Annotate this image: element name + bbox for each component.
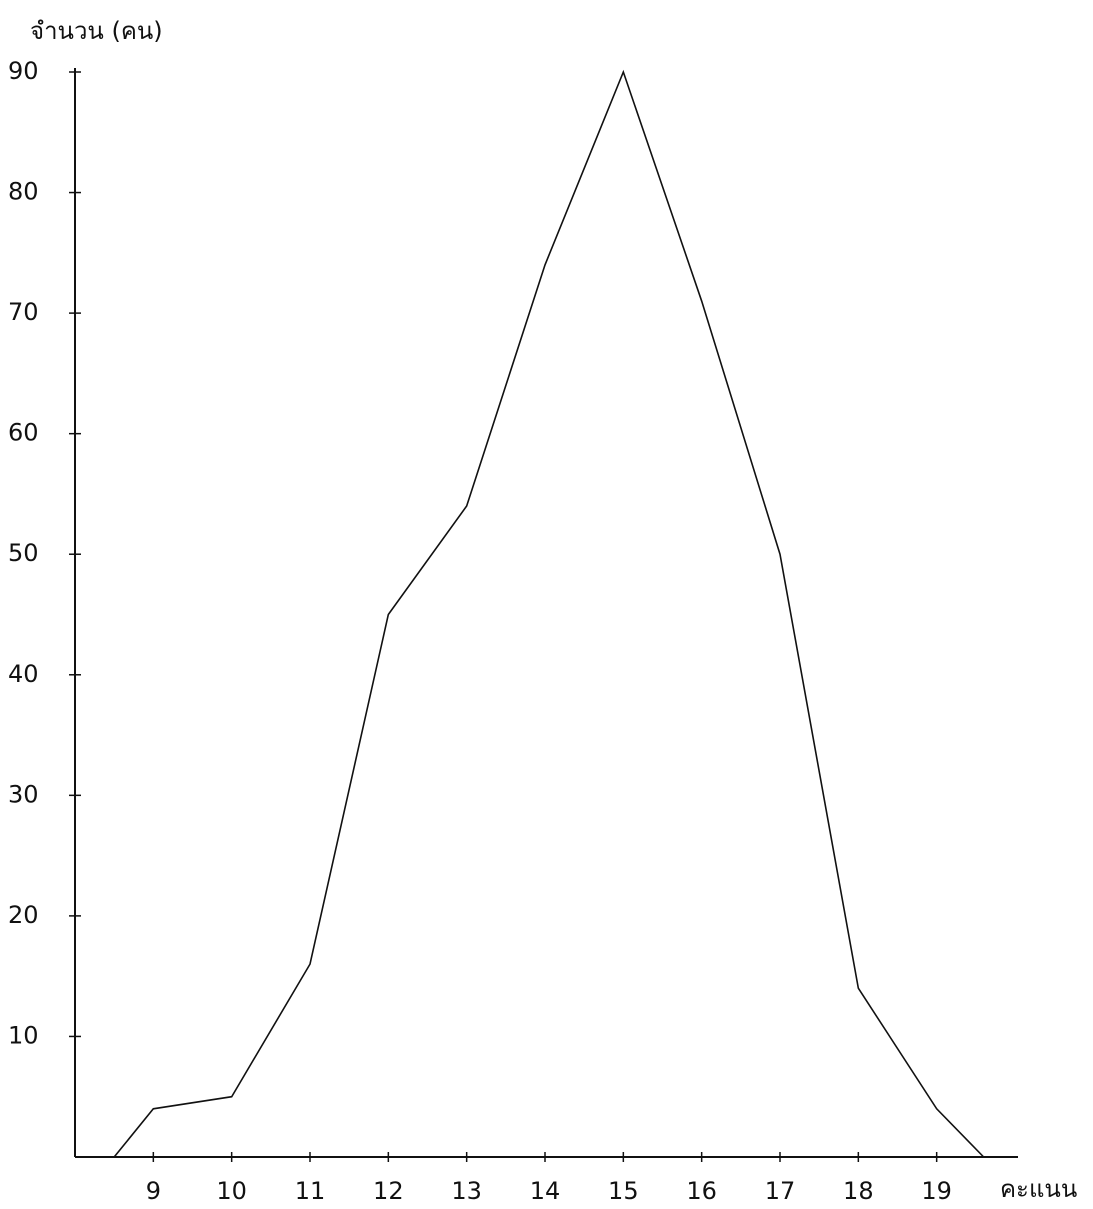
data-line (114, 72, 984, 1157)
y-tick-label: 30 (8, 780, 39, 808)
y-tick-label: 40 (8, 660, 39, 688)
y-tick-label: 60 (8, 419, 39, 447)
chart: จำนวน (คน) คะแนน 10 20 30 40 50 60 70 80 90 9 10 11… (0, 0, 1093, 1209)
x-tick-label: 14 (530, 1177, 561, 1205)
x-tick-label: 16 (686, 1177, 717, 1205)
y-axis-title: จำนวน (คน) (30, 17, 163, 45)
x-tick-label: 12 (373, 1177, 404, 1205)
x-tick-label: 11 (295, 1177, 326, 1205)
y-tick-label: 70 (8, 298, 39, 326)
y-tick-label: 90 (8, 57, 39, 85)
x-tick-label: 15 (608, 1177, 639, 1205)
y-tick-label: 50 (8, 539, 39, 567)
y-tick-label: 10 (8, 1021, 39, 1049)
x-tick-label: 13 (451, 1177, 482, 1205)
x-axis-title: คะแนน (1000, 1175, 1077, 1203)
x-tick-label: 18 (843, 1177, 874, 1205)
x-tick-label: 19 (921, 1177, 952, 1205)
y-tick-label: 20 (8, 901, 39, 929)
x-tick-label: 10 (216, 1177, 247, 1205)
y-tick-label: 80 (8, 178, 39, 206)
x-tick-label: 9 (146, 1177, 161, 1205)
x-tick-label: 17 (765, 1177, 796, 1205)
